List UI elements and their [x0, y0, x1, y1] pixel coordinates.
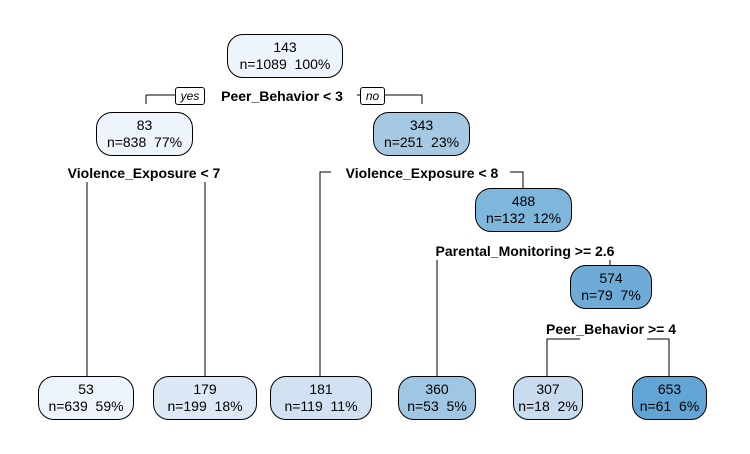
tree-edge [647, 338, 670, 376]
tree-node-l6: 181 n=119 11% [270, 376, 372, 420]
node-value: 83 [136, 117, 153, 133]
tree-node-l5: 179 n=199 18% [153, 376, 257, 420]
tree-node-l30: 307 n=18 2% [513, 376, 583, 420]
split-label-s-n7: Parental_Monitoring >= 2.6 [433, 243, 617, 259]
node-value: 179 [193, 381, 217, 397]
node-value: 488 [511, 193, 536, 209]
node-value: 343 [409, 117, 434, 133]
tree-node-l4: 53 n=639 59% [38, 376, 134, 420]
node-stats: n=838 77% [106, 134, 183, 150]
split-label-s-n3: Violence_Exposure < 8 [343, 165, 501, 181]
tree-edge [546, 338, 580, 376]
node-stats: n=79 7% [581, 287, 641, 303]
tree-node-l14: 360 n=53 5% [398, 376, 476, 420]
node-value: 53 [78, 381, 94, 397]
tree-edge [319, 171, 331, 376]
tree-edge [510, 171, 524, 188]
node-stats: n=61 6% [639, 398, 700, 414]
split-label-s-n15: Peer_Behavior >= 4 [544, 321, 678, 337]
node-value: 574 [599, 270, 623, 286]
branch-tag-no: no [360, 87, 385, 105]
split-label-s-root: Peer_Behavior < 3 [219, 88, 345, 104]
tree-node-n15: 574 n=79 7% [570, 265, 652, 309]
node-stats: n=18 2% [518, 398, 578, 414]
tree-node-root: 143 n=1089 100% [227, 34, 343, 78]
node-value: 307 [536, 381, 560, 397]
node-stats: n=119 11% [284, 398, 358, 414]
tree-node-n2: 83 n=838 77% [96, 112, 193, 156]
node-stats: n=132 12% [485, 210, 562, 226]
node-stats: n=251 23% [383, 134, 460, 150]
tree-node-n7: 488 n=132 12% [475, 188, 572, 232]
node-stats: n=1089 100% [239, 56, 331, 72]
branch-tag-yes: yes [175, 87, 205, 105]
tree-edge [145, 94, 180, 104]
node-stats: n=53 5% [407, 398, 467, 414]
node-value: 181 [309, 381, 333, 397]
node-value: 653 [657, 381, 682, 397]
split-label-s-n2: Violence_Exposure < 7 [65, 165, 223, 181]
node-value: 143 [273, 39, 297, 55]
node-value: 360 [425, 381, 449, 397]
tree-node-n3: 343 n=251 23% [373, 112, 470, 156]
tree-node-l31: 653 n=61 6% [632, 376, 707, 420]
node-stats: n=639 59% [48, 398, 124, 414]
node-stats: n=199 18% [167, 398, 243, 414]
